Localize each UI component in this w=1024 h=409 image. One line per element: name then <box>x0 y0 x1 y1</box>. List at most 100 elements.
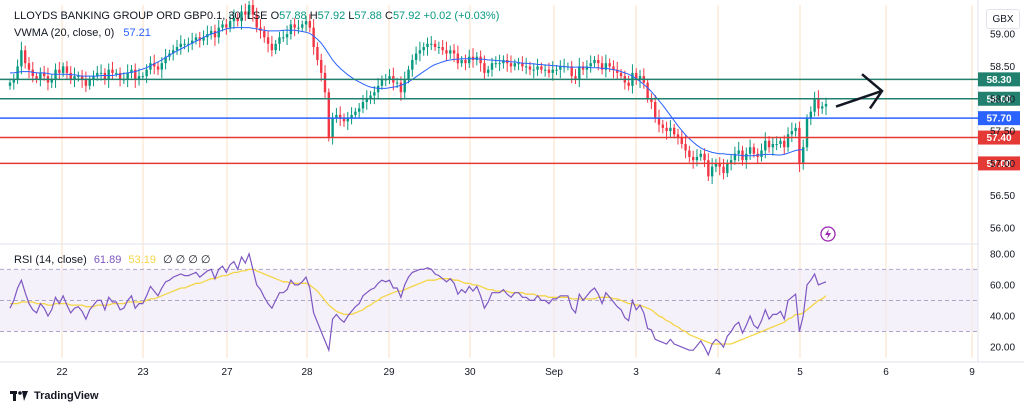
candle-body <box>118 72 122 80</box>
candle-body <box>357 108 361 112</box>
candle-body <box>236 17 239 22</box>
time-tick: 23 <box>137 367 149 378</box>
candle-body <box>593 59 596 64</box>
candle-body <box>99 72 103 74</box>
candle-body <box>718 163 721 167</box>
candle-body <box>323 72 327 93</box>
candle-body <box>688 150 691 157</box>
candle-body <box>301 24 304 28</box>
time-tick: 6 <box>883 367 889 378</box>
ohlc-l: L57.88 <box>348 10 382 22</box>
candle-body <box>388 76 391 80</box>
rsi-tick: 40.00 <box>990 312 1015 323</box>
candle-body <box>733 153 737 161</box>
candle-body <box>729 160 733 164</box>
candle-body <box>35 76 38 80</box>
candle-body <box>80 76 84 80</box>
rsi-value: 61.89 <box>93 254 122 266</box>
candle-body <box>551 69 554 73</box>
candle-body <box>187 43 190 45</box>
candle-body <box>316 47 319 60</box>
symbol-header: LLOYDS BANKING GROUP ORD GBP0.1, 30, LSE… <box>14 10 499 22</box>
candle-body <box>179 43 182 48</box>
price-tick: 57.00 <box>990 159 1015 170</box>
lightning-icon <box>820 226 836 242</box>
candle-body <box>483 63 486 73</box>
candle-body <box>616 69 619 73</box>
candle-body <box>217 27 220 38</box>
time-tick: 30 <box>464 367 476 378</box>
candle-body <box>672 127 676 135</box>
candle-body <box>183 43 186 45</box>
vwma-legend[interactable]: VWMA (20, close, 0) 57.21 <box>14 27 151 39</box>
candle-body <box>619 72 623 77</box>
candle-body <box>430 43 433 45</box>
candle-body <box>783 140 786 148</box>
candle-body <box>338 114 342 119</box>
candle-body <box>289 24 293 35</box>
candle-body <box>487 69 490 73</box>
candle-body <box>12 79 15 83</box>
candle-body <box>73 76 76 80</box>
time-tick: 27 <box>221 367 233 378</box>
candle-body <box>604 63 608 70</box>
level-label-bg <box>978 91 1020 106</box>
candle-body <box>31 69 34 77</box>
time-tick: 22 <box>56 367 68 378</box>
candle-body <box>775 144 778 146</box>
candle-body <box>407 69 410 80</box>
ohlc-c: C57.92 <box>384 10 421 22</box>
candle-body <box>737 150 740 154</box>
candle-body <box>77 76 80 78</box>
candle-body <box>703 153 706 161</box>
price-tick: 57.50 <box>990 127 1015 138</box>
candle-body <box>61 66 65 73</box>
level-label-bg <box>978 111 1020 126</box>
candle-body <box>710 166 714 177</box>
candle-body <box>699 153 702 157</box>
candle-body <box>585 66 589 70</box>
candle-body <box>612 66 615 70</box>
symbol-title: LLOYDS BANKING GROUP ORD GBP0.1, 30, LSE <box>14 10 268 22</box>
candle-body <box>650 98 653 102</box>
candle-body <box>373 92 376 96</box>
candle-body <box>817 98 820 109</box>
candle-body <box>27 63 31 70</box>
price-tick: 58.00 <box>990 94 1015 105</box>
candle-body <box>175 47 179 51</box>
candle-body <box>297 27 300 29</box>
candle-body <box>115 72 118 74</box>
level-label: 57.40 <box>986 133 1011 144</box>
time-tick: 5 <box>797 367 803 378</box>
candle-body <box>320 59 323 73</box>
candle-body <box>160 63 164 70</box>
candle-body <box>8 82 12 86</box>
candle-body <box>441 47 444 51</box>
lightning-icon-bolt <box>825 229 831 239</box>
candle-body <box>524 66 528 68</box>
candle-body <box>426 43 429 48</box>
candle-body <box>126 72 129 80</box>
candle-body <box>437 47 441 49</box>
candle-body <box>600 63 604 70</box>
candle-body <box>657 118 661 125</box>
candle-body <box>88 79 91 86</box>
candle-body <box>263 30 266 38</box>
candle-body <box>513 63 516 67</box>
vwma-label: VWMA (20, close, 0) <box>14 27 115 39</box>
candle-body <box>376 85 380 93</box>
tradingview-logo[interactable]: TradingView <box>10 390 99 402</box>
rsi-legend[interactable]: RSI (14, close) 61.89 53.19 ∅ ∅ ∅ ∅ <box>14 253 211 266</box>
candle-body <box>411 59 414 70</box>
candle-body <box>403 79 406 93</box>
candle-body <box>779 140 782 145</box>
candle-body <box>540 66 543 70</box>
candle-body <box>635 72 638 80</box>
currency-button[interactable]: GBX <box>986 9 1020 29</box>
rsi-ma-line <box>10 268 827 345</box>
candle-body <box>156 66 160 70</box>
candle-body <box>141 76 145 78</box>
candle-body <box>794 127 797 132</box>
vwma-line <box>10 27 804 157</box>
